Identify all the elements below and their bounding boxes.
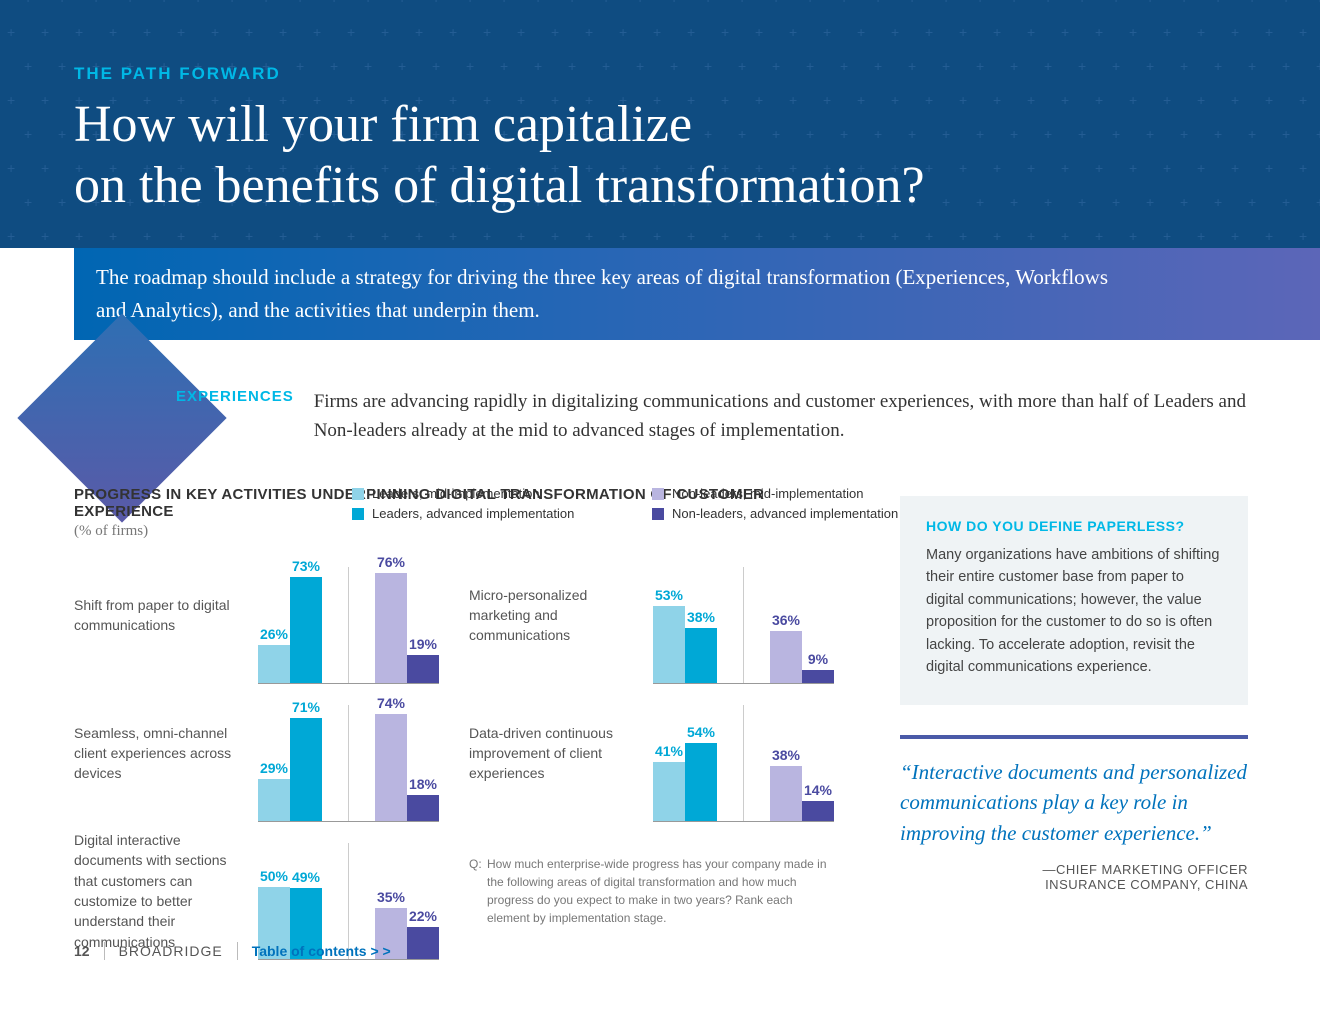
bar-value: 14% <box>804 782 832 798</box>
bar-value: 35% <box>377 889 405 905</box>
title-line-2: on the benefits of digital transformatio… <box>74 157 925 214</box>
bar-value: 29% <box>260 760 288 776</box>
bar-value: 54% <box>687 724 715 740</box>
bar: 14% <box>802 801 834 821</box>
bar: 73% <box>290 577 322 683</box>
survey-question: Q:How much enterprise-wide progress has … <box>469 855 837 927</box>
legend-label: Non-leaders, mid-implementation <box>672 486 863 501</box>
quote-attr-line: INSURANCE COMPANY, CHINA <box>1045 877 1248 892</box>
legend-item: Leaders, mid-implementation <box>352 486 612 501</box>
swatch-icon <box>352 488 364 500</box>
bar: 41% <box>653 762 685 821</box>
toc-link[interactable]: Table of contents > > <box>252 943 391 959</box>
bar-value: 26% <box>260 626 288 642</box>
paperless-box: HOW DO YOU DEFINE PAPERLESS? Many organi… <box>900 496 1248 705</box>
bar: 29% <box>258 779 290 821</box>
chart-label: Digital interactive documents with secti… <box>74 830 258 952</box>
bar: 54% <box>685 743 717 821</box>
quote-text: “Interactive documents and personalized … <box>900 757 1248 848</box>
sub-band-text: The roadmap should include a strategy fo… <box>96 261 1116 326</box>
bar: 18% <box>407 795 439 821</box>
quote-rule <box>900 735 1248 739</box>
bar: 71% <box>290 718 322 821</box>
experiences-text: Firms are advancing rapidly in digitaliz… <box>314 388 1260 445</box>
bar: 76% <box>375 573 407 683</box>
quote-attribution: —CHIEF MARKETING OFFICER INSURANCE COMPA… <box>900 862 1248 892</box>
experiences-label: EXPERIENCES <box>176 388 294 445</box>
bar-value: 9% <box>808 651 828 667</box>
bar: 38% <box>685 628 717 683</box>
bar-value: 74% <box>377 695 405 711</box>
bar-value: 76% <box>377 554 405 570</box>
legend: Leaders, mid-implementation Non-leaders,… <box>352 486 912 526</box>
paperless-body: Many organizations have ambitions of shi… <box>926 544 1222 679</box>
bar-value: 53% <box>655 587 683 603</box>
bar-value: 18% <box>409 776 437 792</box>
legend-label: Leaders, mid-implementation <box>372 486 540 501</box>
legend-item: Non-leaders, mid-implementation <box>652 486 912 501</box>
page-number: 12 <box>74 943 90 959</box>
page-title: How will your firm capitalize on the ben… <box>74 94 925 217</box>
title-line-1: How will your firm capitalize <box>74 96 692 153</box>
bar-value: 50% <box>260 868 288 884</box>
divider-icon <box>237 942 238 960</box>
bar-value: 22% <box>409 908 437 924</box>
brand-name: BROADRIDGE <box>119 943 223 959</box>
bar-value: 36% <box>772 612 800 628</box>
chart-label: Micro-personalized marketing and communi… <box>469 585 653 646</box>
chart-label: Shift from paper to digital communicatio… <box>74 595 258 636</box>
bar-value: 73% <box>292 558 320 574</box>
sidebar: HOW DO YOU DEFINE PAPERLESS? Many organi… <box>900 496 1248 892</box>
bar: 26% <box>258 645 290 683</box>
footer: 12 BROADRIDGE Table of contents > > <box>74 942 391 960</box>
paperless-title: HOW DO YOU DEFINE PAPERLESS? <box>926 518 1222 534</box>
swatch-icon <box>352 508 364 520</box>
bar-value: 38% <box>687 609 715 625</box>
bar-value: 41% <box>655 743 683 759</box>
chart-label: Data-driven continuous improvement of cl… <box>469 723 653 784</box>
bar: 38% <box>770 766 802 821</box>
legend-item: Non-leaders, advanced implementation <box>652 506 912 521</box>
bar: 9% <box>802 670 834 683</box>
bar-value: 71% <box>292 699 320 715</box>
bar: 36% <box>770 631 802 683</box>
swatch-icon <box>652 508 664 520</box>
bar-value: 38% <box>772 747 800 763</box>
bar-value: 19% <box>409 636 437 652</box>
bar: 74% <box>375 714 407 821</box>
bar: 53% <box>653 606 685 683</box>
legend-label: Non-leaders, advanced implementation <box>672 506 898 521</box>
sub-band: The roadmap should include a strategy fo… <box>74 248 1320 340</box>
hero-banner: ++++++++++++++++++++++++++++++++++++++++… <box>0 0 1320 248</box>
experiences-row: EXPERIENCES Firms are advancing rapidly … <box>176 388 1260 445</box>
bar: 22% <box>407 927 439 959</box>
chart-label: Seamless, omni-channel client experience… <box>74 723 258 784</box>
eyebrow: THE PATH FORWARD <box>74 64 281 84</box>
bar-value: 49% <box>292 869 320 885</box>
swatch-icon <box>652 488 664 500</box>
divider-icon <box>104 942 105 960</box>
quote-attr-line: —CHIEF MARKETING OFFICER <box>1042 862 1248 877</box>
charts-section: PROGRESS IN KEY ACTIVITIES UNDERPINNING … <box>74 486 864 540</box>
legend-label: Leaders, advanced implementation <box>372 506 574 521</box>
bar: 19% <box>407 655 439 683</box>
legend-item: Leaders, advanced implementation <box>352 506 612 521</box>
chart-grid: Shift from paper to digital communicatio… <box>74 546 864 960</box>
